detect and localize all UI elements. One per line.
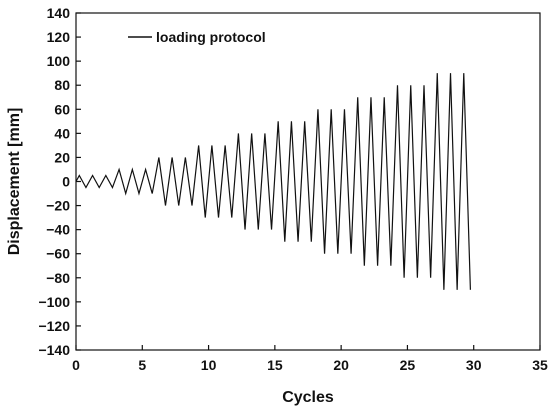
y-tick-label: 40	[54, 125, 70, 141]
y-tick-label: 80	[54, 77, 70, 93]
x-tick-label: 0	[72, 357, 80, 373]
loading-protocol-line	[75, 73, 471, 290]
axis-layer: 0 5 10 15 20 25 30 35 −140 −120 −100 −80 −60 −40 −20 0 2…	[38, 5, 548, 373]
y-tick-label: −80	[46, 270, 70, 286]
y-tick-label: −20	[46, 198, 70, 214]
x-tick-label: 30	[466, 357, 482, 373]
y-tick-label: −60	[46, 246, 70, 262]
y-tick-label: −40	[46, 222, 70, 238]
x-tick-label: 10	[201, 357, 217, 373]
y-tick-label: −140	[38, 342, 70, 358]
legend-label-loading-protocol: loading protocol	[156, 29, 266, 45]
y-tick-label: 60	[54, 101, 70, 117]
plot-layer	[75, 73, 471, 290]
x-tick-label: 20	[333, 357, 349, 373]
x-tick-label: 15	[267, 357, 283, 373]
y-tick-label: 0	[62, 174, 70, 190]
y-tick-label: 100	[47, 53, 71, 69]
y-tick-label: 120	[47, 29, 71, 45]
x-tick-label: 35	[532, 357, 548, 373]
y-tick-label: −100	[38, 294, 70, 310]
y-tick-label: 140	[47, 5, 71, 21]
y-tick-label: 20	[54, 149, 70, 165]
x-axis-title: Cycles	[282, 389, 334, 406]
y-tick-label: −120	[38, 318, 70, 334]
legend: loading protocol	[128, 29, 266, 45]
x-tick-label: 5	[138, 357, 146, 373]
y-axis-title: Displacement [mm]	[6, 108, 23, 256]
x-tick-label: 25	[400, 357, 416, 373]
